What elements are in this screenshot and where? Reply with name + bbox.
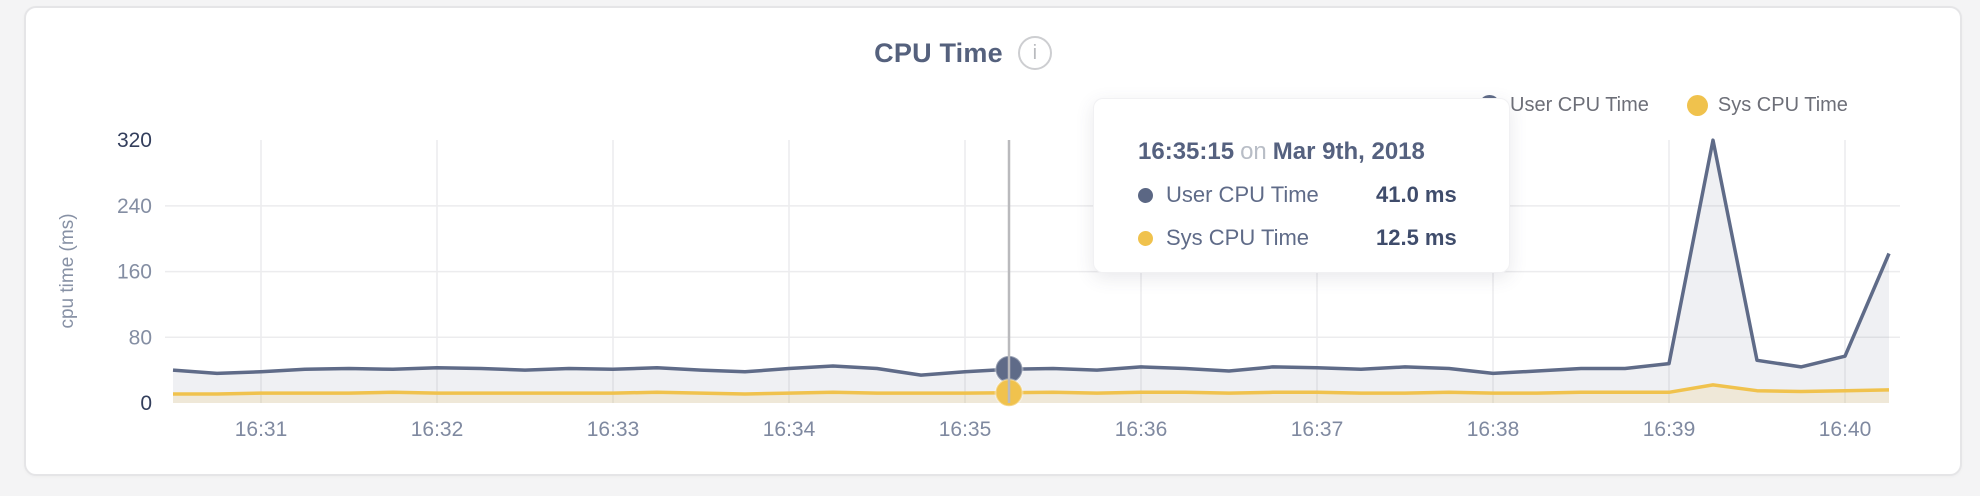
legend-label: User CPU Time bbox=[1510, 94, 1649, 116]
y-tick-label: 240 bbox=[117, 195, 152, 218]
tooltip-time: 16:35:15 bbox=[1138, 138, 1235, 165]
tooltip-connector: on bbox=[1240, 138, 1267, 165]
x-tick-label: 16:35 bbox=[939, 418, 992, 441]
tooltip-row-sys-cpu: Sys CPU Time 12.5 ms bbox=[1138, 223, 1479, 253]
tooltip-row-user-cpu: User CPU Time 41.0 ms bbox=[1138, 180, 1479, 210]
y-tick-label: 160 bbox=[117, 261, 152, 284]
tooltip-heading: 16:35:15 on Mar 9th, 2018 bbox=[1138, 137, 1479, 167]
tooltip-row-value: 12.5 ms bbox=[1376, 225, 1457, 250]
x-tick-label: 16:32 bbox=[411, 418, 464, 441]
user-cpu-dot-icon bbox=[1138, 187, 1153, 203]
legend-label: Sys CPU Time bbox=[1717, 94, 1848, 116]
y-axis-title: cpu time (ms) bbox=[57, 213, 78, 329]
sys-cpu-legend-dot-icon bbox=[1686, 95, 1708, 116]
x-tick-label: 16:38 bbox=[1467, 418, 1520, 441]
x-tick-label: 16:36 bbox=[1115, 418, 1168, 441]
x-tick-label: 16:34 bbox=[763, 418, 816, 441]
tooltip-row-label: Sys CPU Time bbox=[1166, 225, 1310, 250]
y-tick-label: 80 bbox=[129, 326, 152, 349]
info-icon[interactable]: i bbox=[1017, 36, 1052, 70]
y-tick-label: 0 bbox=[140, 392, 152, 415]
x-tick-label: 16:33 bbox=[587, 418, 640, 441]
sys-cpu-line bbox=[173, 383, 1890, 396]
chart-card bbox=[24, 6, 1962, 476]
tooltip-row-label: User CPU Time bbox=[1166, 182, 1319, 207]
chart-title: CPU Time bbox=[874, 37, 1003, 68]
user-cpu-line bbox=[172, 138, 1891, 377]
y-tick-label: 320 bbox=[117, 129, 152, 152]
hover-tooltip: 16:35:15 on Mar 9th, 2018 User CPU Time 41… bbox=[1093, 98, 1510, 273]
sys-cpu-dot-icon bbox=[1138, 230, 1153, 246]
tooltip-row-value: 41.0 ms bbox=[1376, 182, 1457, 207]
chart-header: CPU Time i bbox=[0, 36, 1980, 70]
x-tick-label: 16:31 bbox=[235, 418, 288, 441]
x-tick-label: 16:40 bbox=[1819, 418, 1872, 441]
x-tick-label: 16:37 bbox=[1291, 418, 1344, 441]
legend: User CPU Time Sys CPU Time bbox=[1479, 94, 1848, 117]
legend-item-sys-cpu[interactable]: Sys CPU Time bbox=[1686, 94, 1848, 117]
tooltip-date: Mar 9th, 2018 bbox=[1272, 138, 1425, 165]
x-tick-label: 16:39 bbox=[1643, 418, 1696, 441]
